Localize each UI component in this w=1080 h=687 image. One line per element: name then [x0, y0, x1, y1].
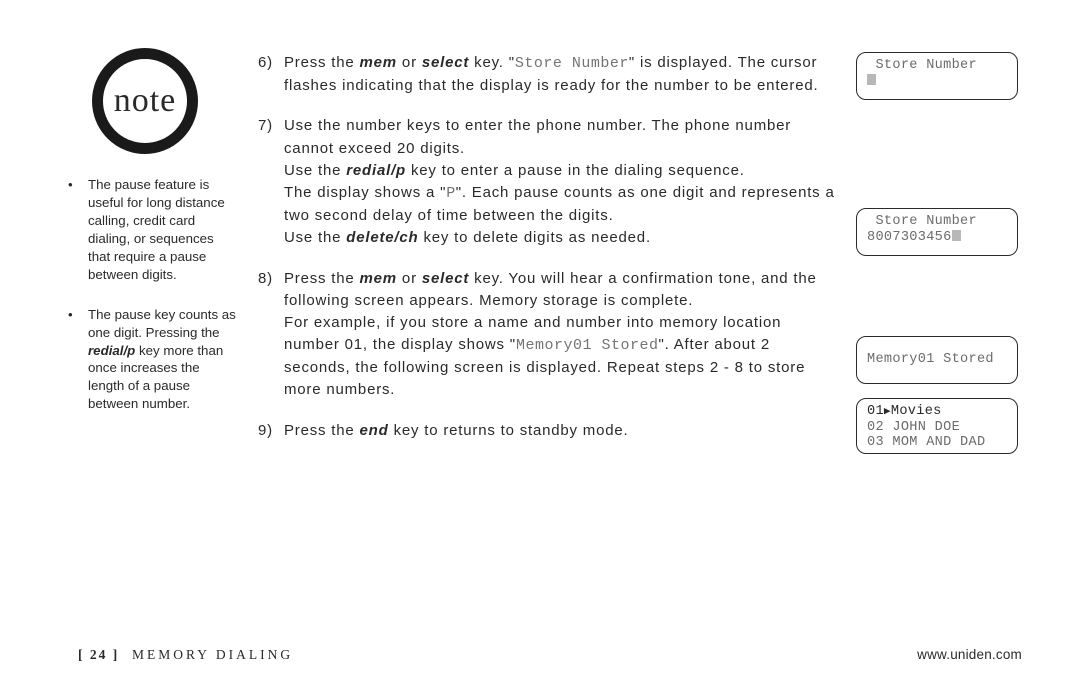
step-6-text-b: or [397, 54, 422, 71]
cursor-icon [867, 74, 876, 85]
step-7-text-a: Use the number keys to enter the phone n… [284, 117, 791, 156]
step-6: 6)Press the mem or select key. "Store Nu… [258, 52, 840, 97]
cursor-icon [952, 230, 961, 241]
step-9: 9)Press the end key to returns to standb… [258, 420, 840, 442]
step-7-text-d: The display shows a " [284, 184, 446, 201]
step-9-text-b: key to returns to standby mode. [389, 422, 629, 439]
step-8-text-b: or [397, 270, 422, 287]
lcd-line: Store Number [867, 58, 977, 73]
page-number: 24 [90, 647, 108, 662]
page-bracket-close: ] [107, 647, 119, 662]
step-9-text-a: Press the [284, 422, 360, 439]
lcd-line-sel: 01 [867, 404, 884, 419]
manual-page: note •The pause feature is useful for lo… [0, 0, 1080, 687]
lcd-line: 03 MOM AND DAD [867, 435, 985, 450]
redial-key: redial/p [346, 162, 406, 179]
side-note-1: •The pause feature is useful for long di… [78, 176, 238, 284]
footer-url: www.uniden.com [917, 647, 1022, 662]
step-8: 8)Press the mem or select key. You will … [258, 268, 840, 402]
step-number: 6) [258, 52, 284, 74]
bullet-icon: • [78, 306, 88, 324]
step-7: 7)Use the number keys to enter the phone… [258, 115, 840, 249]
select-key: select [422, 270, 469, 287]
side-note-1-text: The pause feature is useful for long dis… [88, 177, 225, 282]
step-number: 8) [258, 268, 284, 290]
mem-key: mem [360, 270, 397, 287]
note-badge-label: note [114, 82, 177, 120]
lcd-screen-2: Store Number 8007303456 [856, 208, 1018, 256]
step-number: 9) [258, 420, 284, 442]
lcd-line: Memory01 Stored [867, 352, 994, 368]
select-key: select [422, 54, 469, 71]
step-6-text-a: Press the [284, 54, 360, 71]
page-bracket-open: [ [78, 647, 90, 662]
step-8-text-a: Press the [284, 270, 360, 287]
lcd-line: Store Number [867, 214, 977, 229]
sidebar: note •The pause feature is useful for lo… [78, 48, 238, 435]
lcd-screens: Store Number Store Number 8007303456 Mem… [856, 52, 1018, 454]
side-note-2: •The pause key counts as one digit. Pres… [78, 306, 238, 414]
section-title: MEMORY DIALING [132, 647, 293, 662]
lcd-quote: Store Number [515, 55, 629, 72]
side-note-2-prefix: The pause key counts as one digit. Press… [88, 307, 236, 340]
lcd-line: 8007303456 [867, 230, 952, 245]
lcd-quote: Memory01 Stored [516, 337, 659, 354]
step-7-text-c: key to enter a pause in the dialing sequ… [406, 162, 745, 179]
step-7-text-g: key to delete digits as needed. [419, 229, 651, 246]
note-badge: note [92, 48, 198, 154]
side-note-2-key: redial/p [88, 343, 135, 358]
lcd-screen-3: Memory01 Stored [856, 336, 1018, 384]
step-6-text-c: key. " [469, 54, 515, 71]
lcd-line: 02 JOHN DOE [867, 420, 960, 435]
end-key: end [360, 422, 389, 439]
mem-key: mem [360, 54, 397, 71]
footer-left: [ 24 ] MEMORY DIALING [78, 647, 293, 663]
lcd-quote: P [446, 185, 456, 202]
delete-key: delete/ch [346, 229, 418, 246]
step-7-text-f: Use the [284, 229, 346, 246]
lcd-line: Movies [891, 404, 942, 419]
step-number: 7) [258, 115, 284, 137]
bullet-icon: • [78, 176, 88, 194]
lcd-screen-1: Store Number [856, 52, 1018, 100]
play-icon: ▶ [884, 406, 891, 418]
lcd-screen-4: 01▶Movies 02 JOHN DOE 03 MOM AND DAD [856, 398, 1018, 454]
main-steps: 6)Press the mem or select key. "Store Nu… [258, 52, 840, 460]
page-footer: [ 24 ] MEMORY DIALING www.uniden.com [78, 647, 1022, 663]
step-7-text-b: Use the [284, 162, 346, 179]
